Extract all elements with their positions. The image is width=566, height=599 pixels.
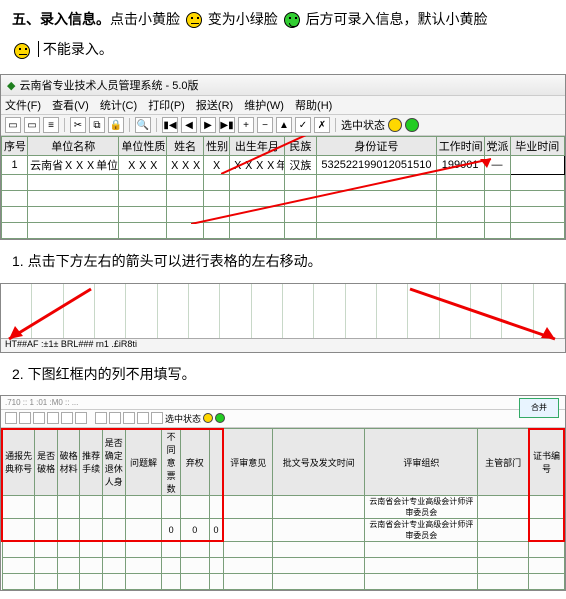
bottom-row-2: 0 0 0 云南省会计专业高级会计师评审委员会 — [2, 518, 564, 541]
bp-btn[interactable] — [33, 412, 45, 424]
tb-cut-icon[interactable]: ✂ — [70, 117, 86, 133]
bottom-row-1: 云南省会计专业高级会计师评审委员会 — [2, 495, 564, 518]
green-face-icon — [284, 12, 300, 28]
menu-stats[interactable]: 统计(C) — [100, 100, 137, 112]
tb-green-face-icon[interactable] — [405, 118, 419, 132]
tb-x-icon[interactable]: ✗ — [314, 117, 330, 133]
bp-callout: 合并 — [519, 398, 559, 418]
app-window: ◆ 云南省专业技术人员管理系统 - 5.0版 文件(F) 查看(V) 统计(C)… — [0, 74, 566, 240]
col-unittype: 单位性质 — [119, 137, 167, 156]
bp-btn[interactable] — [61, 412, 73, 424]
menu-print[interactable]: 打印(P) — [148, 100, 185, 112]
scroll-strip: HT##AF :±1± BRL### rn1 .£iR8ti — [0, 283, 566, 353]
tb-prev-icon[interactable]: ◀ — [181, 117, 197, 133]
menu-file[interactable]: 文件(F) — [5, 100, 41, 112]
empty-row — [2, 573, 564, 589]
col-work: 工作时间 — [436, 137, 484, 156]
titlebar: ◆ 云南省专业技术人员管理系统 - 5.0版 — [1, 75, 565, 96]
tb-plus-icon[interactable]: + — [238, 117, 254, 133]
tb-status-label: 选中状态 — [341, 117, 385, 133]
bp-btn[interactable] — [151, 412, 163, 424]
red-arrow-left — [1, 284, 101, 349]
tb-check-icon[interactable]: ✓ — [295, 117, 311, 133]
bp-green-face-icon[interactable] — [215, 413, 225, 423]
bottom-header-row: 通报先典称号 是否破格 破格材料 推荐手续 是否确定退休人身 问题解 不同意票数… — [2, 429, 564, 496]
yellow-face-icon — [186, 12, 202, 28]
bp-btn[interactable] — [47, 412, 59, 424]
bottom-panel: .710 :: 1 :01 :M0 :: ... 选中状态 合并 通报先典称号 … — [0, 395, 566, 591]
tb-new-icon[interactable]: ▭ — [5, 117, 21, 133]
yellow-face-icon-2 — [14, 43, 30, 59]
bp-menubar: .710 :: 1 :01 :M0 :: ... — [1, 396, 565, 410]
col-grad: 毕业时间 — [510, 137, 564, 156]
bp-btn[interactable] — [75, 412, 87, 424]
col-party: 党派 — [484, 137, 510, 156]
heading-prefix: 五、录入信息。 — [12, 11, 110, 27]
tb-first-icon[interactable]: ▮◀ — [162, 117, 178, 133]
tb-list-icon[interactable]: ≡ — [43, 117, 59, 133]
menubar: 文件(F) 查看(V) 统计(C) 打印(P) 报送(R) 维护(W) 帮助(H… — [1, 96, 565, 115]
step2-text: 2. 下图红框内的列不用填写。 — [0, 357, 566, 391]
tb-last-icon[interactable]: ▶▮ — [219, 117, 235, 133]
tb-open-icon[interactable]: ▭ — [24, 117, 40, 133]
tb-copy-icon[interactable]: ⧉ — [89, 117, 105, 133]
tb-next-icon[interactable]: ▶ — [200, 117, 216, 133]
section-heading: 五、录入信息。点击小黄脸 变为小绿脸 后方可录入信息，默认小黄脸 — [0, 0, 566, 34]
bp-btn[interactable] — [5, 412, 17, 424]
tb-lock-icon[interactable]: 🔒 — [108, 117, 124, 133]
col-name: 姓名 — [167, 137, 204, 156]
bp-yellow-face-icon[interactable] — [203, 413, 213, 423]
tb-up-icon[interactable]: ▲ — [276, 117, 292, 133]
red-arrow-right — [405, 284, 565, 349]
menu-view[interactable]: 查看(V) — [52, 100, 89, 112]
menu-help[interactable]: 帮助(H) — [295, 100, 332, 112]
bp-btn[interactable] — [19, 412, 31, 424]
menu-report[interactable]: 报送(R) — [196, 100, 233, 112]
heading-text3: 后方可录入信息，默认小黄脸 — [306, 11, 488, 27]
menu-maint[interactable]: 维护(W) — [244, 100, 284, 112]
heading-text4: 不能录入。 — [38, 41, 113, 57]
step1-text: 1. 点击下方左右的箭头可以进行表格的左右移动。 — [0, 244, 566, 278]
tb-yellow-face-icon[interactable] — [388, 118, 402, 132]
tb-minus-icon[interactable]: − — [257, 117, 273, 133]
empty-row — [2, 223, 565, 239]
col-unit: 单位名称 — [28, 137, 119, 156]
col-seq: 序号 — [2, 137, 28, 156]
heading-text1: 点击小黄脸 — [110, 11, 180, 27]
bp-btn[interactable] — [109, 412, 121, 424]
bp-btn[interactable] — [95, 412, 107, 424]
tb-search-icon[interactable]: 🔍 — [135, 117, 151, 133]
empty-row — [2, 541, 564, 557]
toolbar: ▭ ▭ ≡ ✂ ⧉ 🔒 🔍 ▮◀ ◀ ▶ ▶▮ + − ▲ ✓ ✗ 选中状态 — [1, 115, 565, 136]
empty-row — [2, 557, 564, 573]
heading-text2: 变为小绿脸 — [208, 11, 278, 27]
red-arrow-to-cell — [191, 154, 501, 224]
bp-toolbar: 选中状态 — [1, 410, 565, 428]
main-grid-wrap: 序号 单位名称 单位性质 姓名 性别 出生年月 民族 身份证号 工作时间 党派 … — [1, 136, 565, 239]
app-title: 云南省专业技术人员管理系统 - 5.0版 — [19, 77, 198, 93]
bottom-grid: 通报先典称号 是否破格 破格材料 推荐手续 是否确定退休人身 问题解 不同意票数… — [1, 428, 565, 590]
heading-line2: 不能录入。 — [0, 34, 566, 70]
bp-btn[interactable] — [123, 412, 135, 424]
app-icon: ◆ — [7, 79, 15, 92]
bp-btn[interactable] — [137, 412, 149, 424]
